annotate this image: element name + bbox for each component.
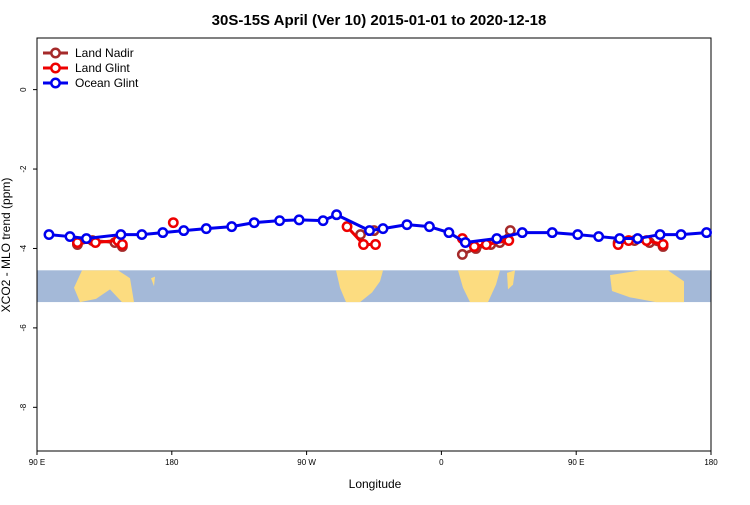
point-ocean-glint-0-26 (632, 233, 644, 244)
legend: Land Nadir Land Glint Ocean Glint (43, 46, 139, 90)
map-land-south-america (336, 270, 383, 303)
point-ocean-glint-0-16 (401, 219, 413, 231)
point-ocean-glint-0-21 (516, 227, 528, 239)
y-tick-label-1: -2 (19, 165, 28, 173)
point-ocean-glint-0-24 (593, 231, 605, 243)
legend-item-land-nadir: Land Nadir (43, 46, 134, 60)
series-ocean-glint (43, 209, 712, 248)
point-ocean-glint-0-12 (317, 215, 329, 227)
point-land-nadir-2-0 (456, 248, 468, 260)
point-land-glint-1-0 (167, 217, 179, 229)
point-land-glint-0-0 (71, 237, 83, 248)
y-tick-label-0: 0 (19, 87, 28, 92)
legend-marker-land-glint (50, 62, 61, 74)
point-ocean-glint-0-18 (443, 227, 455, 239)
x-tick-label-2: 90 W (297, 458, 316, 467)
point-ocean-glint-0-13 (331, 209, 343, 221)
map-land-new-zealand (151, 276, 155, 287)
point-ocean-glint-0-10 (274, 215, 286, 227)
x-tick-label-3: 0 (439, 458, 444, 467)
y-tick-label-4: -8 (19, 403, 28, 411)
point-ocean-glint-0-4 (136, 229, 148, 241)
y-axis-label: XCO2 - MLO trend (ppm) (0, 178, 13, 313)
point-ocean-glint-0-9 (248, 217, 260, 229)
point-ocean-glint-0-3 (115, 229, 127, 241)
point-ocean-glint-0-28 (675, 229, 687, 241)
legend-marker-ocean-glint (50, 77, 61, 89)
x-axis-label: Longitude (349, 477, 402, 491)
point-ocean-glint-0-11 (293, 214, 305, 226)
y-tick-label-2: -4 (19, 244, 28, 252)
point-ocean-glint-0-22 (546, 227, 558, 239)
point-land-glint-0-3 (116, 239, 128, 250)
legend-item-land-glint: Land Glint (43, 61, 130, 75)
x-tick-label-5: 180 (704, 458, 718, 467)
point-land-glint-4-3 (657, 239, 669, 250)
point-ocean-glint-0-8 (226, 221, 238, 233)
legend-item-ocean-glint: Ocean Glint (43, 76, 139, 90)
point-land-glint-2-2 (370, 239, 381, 250)
legend-marker-land-nadir (50, 47, 61, 59)
y-tick-label-3: -6 (19, 324, 28, 332)
map-land (74, 270, 684, 303)
point-land-glint-2-1 (358, 239, 369, 250)
point-ocean-glint-0-27 (654, 229, 666, 241)
point-ocean-glint-0-1 (64, 231, 76, 243)
chart-title: 30S-15S April (Ver 10) 2015-01-01 to 202… (212, 12, 547, 29)
point-ocean-glint-0-23 (572, 229, 584, 241)
legend-label-land-glint: Land Glint (75, 61, 130, 75)
x-tick-label-1: 180 (165, 458, 179, 467)
point-ocean-glint-0-6 (178, 225, 190, 237)
point-ocean-glint-0-20 (491, 233, 503, 244)
legend-label-land-nadir: Land Nadir (75, 46, 134, 60)
world-map-strip (37, 270, 711, 303)
point-ocean-glint-0-2 (80, 233, 92, 244)
legend-label-ocean-glint: Ocean Glint (75, 76, 139, 90)
map-land-madagascar (507, 270, 515, 290)
point-land-glint-2-0 (341, 221, 353, 233)
map-land-australia-west (74, 270, 134, 303)
x-tick-label-0: 90 E (29, 458, 45, 467)
point-ocean-glint-0-0 (43, 229, 55, 241)
point-ocean-glint-0-29 (701, 227, 712, 239)
point-ocean-glint-0-14 (364, 225, 375, 237)
point-land-glint-3-1 (468, 241, 480, 252)
map-land-africa (458, 270, 500, 303)
plot-frame (36, 37, 712, 452)
series-layer (43, 209, 712, 260)
point-ocean-glint-0-7 (200, 223, 212, 235)
map-land-australia-east (610, 270, 684, 303)
point-ocean-glint-0-25 (614, 233, 626, 244)
point-ocean-glint-0-19 (459, 237, 471, 248)
point-ocean-glint-0-15 (377, 223, 389, 235)
x-axis: 90 E 180 90 W 0 90 E 180 (29, 451, 718, 467)
point-ocean-glint-0-17 (423, 221, 435, 233)
x-tick-label-4: 90 E (568, 458, 584, 467)
point-ocean-glint-0-5 (157, 227, 169, 239)
point-land-glint-0-1 (89, 237, 101, 248)
y-axis: 0 -2 -4 -6 -8 (19, 87, 37, 411)
